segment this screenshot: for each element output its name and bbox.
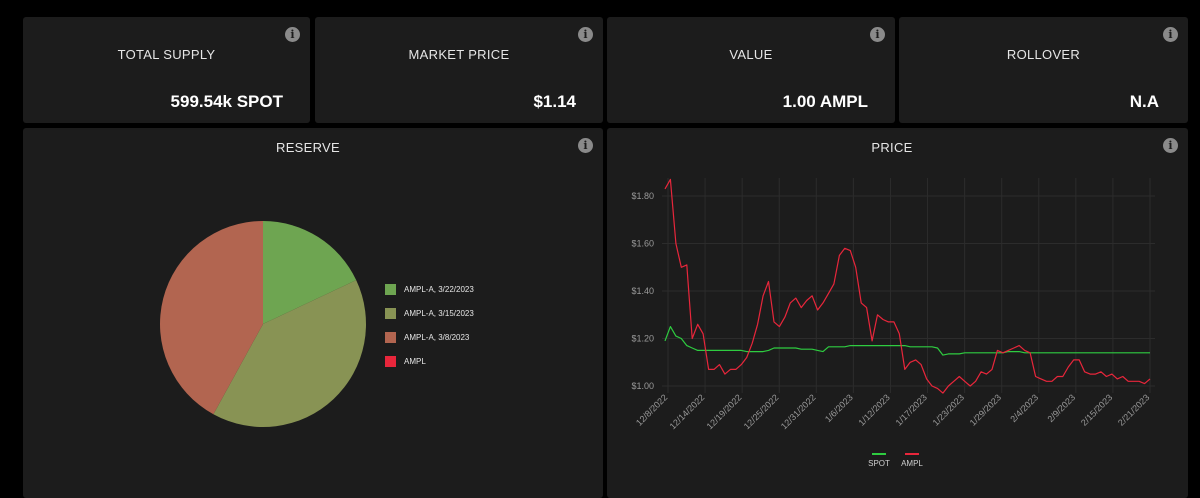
x-tick-label: 1/29/2023 <box>968 392 1003 427</box>
legend-swatch <box>385 284 396 296</box>
x-tick-label: 12/19/2022 <box>705 392 744 431</box>
market-price-card: MARKET PRICE $1.14 i <box>315 17 603 123</box>
x-tick-label: 2/15/2023 <box>1079 392 1114 427</box>
x-tick-label: 1/12/2023 <box>856 392 891 427</box>
info-icon[interactable]: i <box>870 27 885 42</box>
legend-label: AMPL-A, 3/15/2023 <box>404 309 474 318</box>
legend-label: AMPL-A, 3/22/2023 <box>404 285 474 294</box>
market-price-value: $1.14 <box>533 92 576 111</box>
y-tick-label: $1.60 <box>631 239 654 249</box>
legend-label-ampl[interactable]: AMPL <box>901 459 923 468</box>
legend-item-2[interactable]: AMPL-A, 3/8/2023 <box>385 332 469 344</box>
rollover-card: ROLLOVER N.A i <box>899 17 1188 123</box>
y-tick-label: $1.20 <box>631 334 654 344</box>
x-tick-label: 12/25/2022 <box>742 392 781 431</box>
legend-swatch <box>385 308 396 320</box>
rollover-value: N.A <box>1129 92 1159 111</box>
x-tick-label: 12/14/2022 <box>668 392 707 431</box>
x-tick-label: 2/9/2023 <box>1045 392 1077 424</box>
y-tick-label: $1.80 <box>631 191 654 201</box>
legend-label: AMPL <box>404 357 426 366</box>
x-tick-label: 2/21/2023 <box>1116 392 1151 427</box>
x-tick-label: 1/6/2023 <box>823 392 855 424</box>
info-icon[interactable]: i <box>285 27 300 42</box>
x-tick-label: 1/23/2023 <box>931 392 966 427</box>
value-title: VALUE <box>729 47 773 62</box>
info-icon[interactable]: i <box>1163 27 1178 42</box>
series-line-spot[interactable] <box>664 326 1150 356</box>
market-price-title: MARKET PRICE <box>408 47 510 62</box>
value-value: 1.00 AMPL <box>782 92 868 111</box>
total-supply-card: TOTAL SUPPLY 599.54k SPOT i <box>23 17 310 123</box>
info-icon[interactable]: i <box>1163 138 1178 153</box>
x-tick-label: 12/31/2022 <box>779 392 818 431</box>
x-tick-label: 2/4/2023 <box>1008 392 1040 424</box>
legend-swatch <box>385 332 396 344</box>
total-supply-title: TOTAL SUPPLY <box>117 47 216 62</box>
y-tick-label: $1.00 <box>631 381 654 391</box>
y-tick-label: $1.40 <box>631 286 654 296</box>
legend-label-spot[interactable]: SPOT <box>868 459 890 468</box>
info-icon[interactable]: i <box>578 138 593 153</box>
legend-item-1[interactable]: AMPL-A, 3/15/2023 <box>385 308 474 320</box>
legend-swatch <box>385 356 396 368</box>
info-icon[interactable]: i <box>578 27 593 42</box>
x-tick-label: 12/8/2022 <box>634 392 669 427</box>
value-card: VALUE 1.00 AMPL i <box>607 17 895 123</box>
total-supply-value: 599.54k SPOT <box>170 92 283 111</box>
legend-item-0[interactable]: AMPL-A, 3/22/2023 <box>385 284 474 296</box>
legend-item-3[interactable]: AMPL <box>385 356 426 368</box>
price-panel: i <box>607 128 1188 498</box>
price-title: PRICE <box>871 140 913 155</box>
rollover-title: ROLLOVER <box>1006 47 1081 62</box>
legend-label: AMPL-A, 3/8/2023 <box>404 333 470 342</box>
reserve-title: RESERVE <box>276 140 340 155</box>
series-line-ampl[interactable] <box>664 178 1151 394</box>
x-tick-label: 1/17/2023 <box>894 392 929 427</box>
